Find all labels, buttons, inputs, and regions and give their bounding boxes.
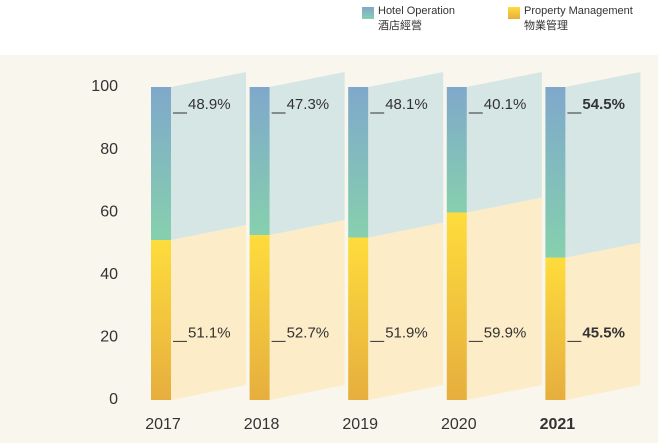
bar [249,87,270,236]
value-label: 51.9% [385,324,428,341]
bar [151,240,171,400]
value-label: 52.7% [287,324,330,341]
y-tick-label: 60 [100,203,118,220]
value-label: 51.1% [188,324,231,341]
y-tick-label: 0 [109,391,118,408]
value-label: 48.1% [385,96,428,113]
x-tick-label: 2020 [441,416,477,433]
bar-side [269,220,345,400]
value-label: 54.5% [582,96,625,113]
legend-label: Hotel Operation [378,5,455,17]
y-tick-label: 80 [100,141,118,158]
x-tick-label: 2019 [342,416,378,433]
x-tick-label: 2021 [540,416,576,433]
bar-side [466,197,542,400]
value-label: 45.5% [582,324,625,341]
y-tick-label: 40 [100,266,118,283]
bar [446,87,467,213]
y-tick-label: 20 [100,329,118,346]
bar-side [565,242,641,400]
legend-label-zh: 物業管理 [524,18,568,32]
value-label: 48.9% [188,96,231,113]
bar [545,87,566,258]
bar-side [171,72,246,241]
legend-swatch [508,7,520,19]
value-label: 59.9% [484,324,527,341]
bar-side [466,72,542,213]
bar [545,257,566,400]
bar-side [368,72,444,238]
legend-label: Property Management [524,5,633,17]
bar-side [368,222,444,400]
bar [446,212,467,400]
bar [348,237,369,400]
value-label: 47.3% [287,96,330,113]
bar-side [269,72,345,236]
y-tick-label: 100 [91,78,118,95]
legend-label-zh: 酒店經營 [378,18,422,32]
x-tick-label: 2018 [244,416,280,433]
bar [249,235,270,400]
value-label: 40.1% [484,96,527,113]
bar [151,87,171,241]
bar-side [171,225,246,400]
x-tick-label: 2017 [145,416,181,433]
legend-swatch [362,7,374,19]
bar-side [565,72,641,258]
bar [348,87,369,238]
